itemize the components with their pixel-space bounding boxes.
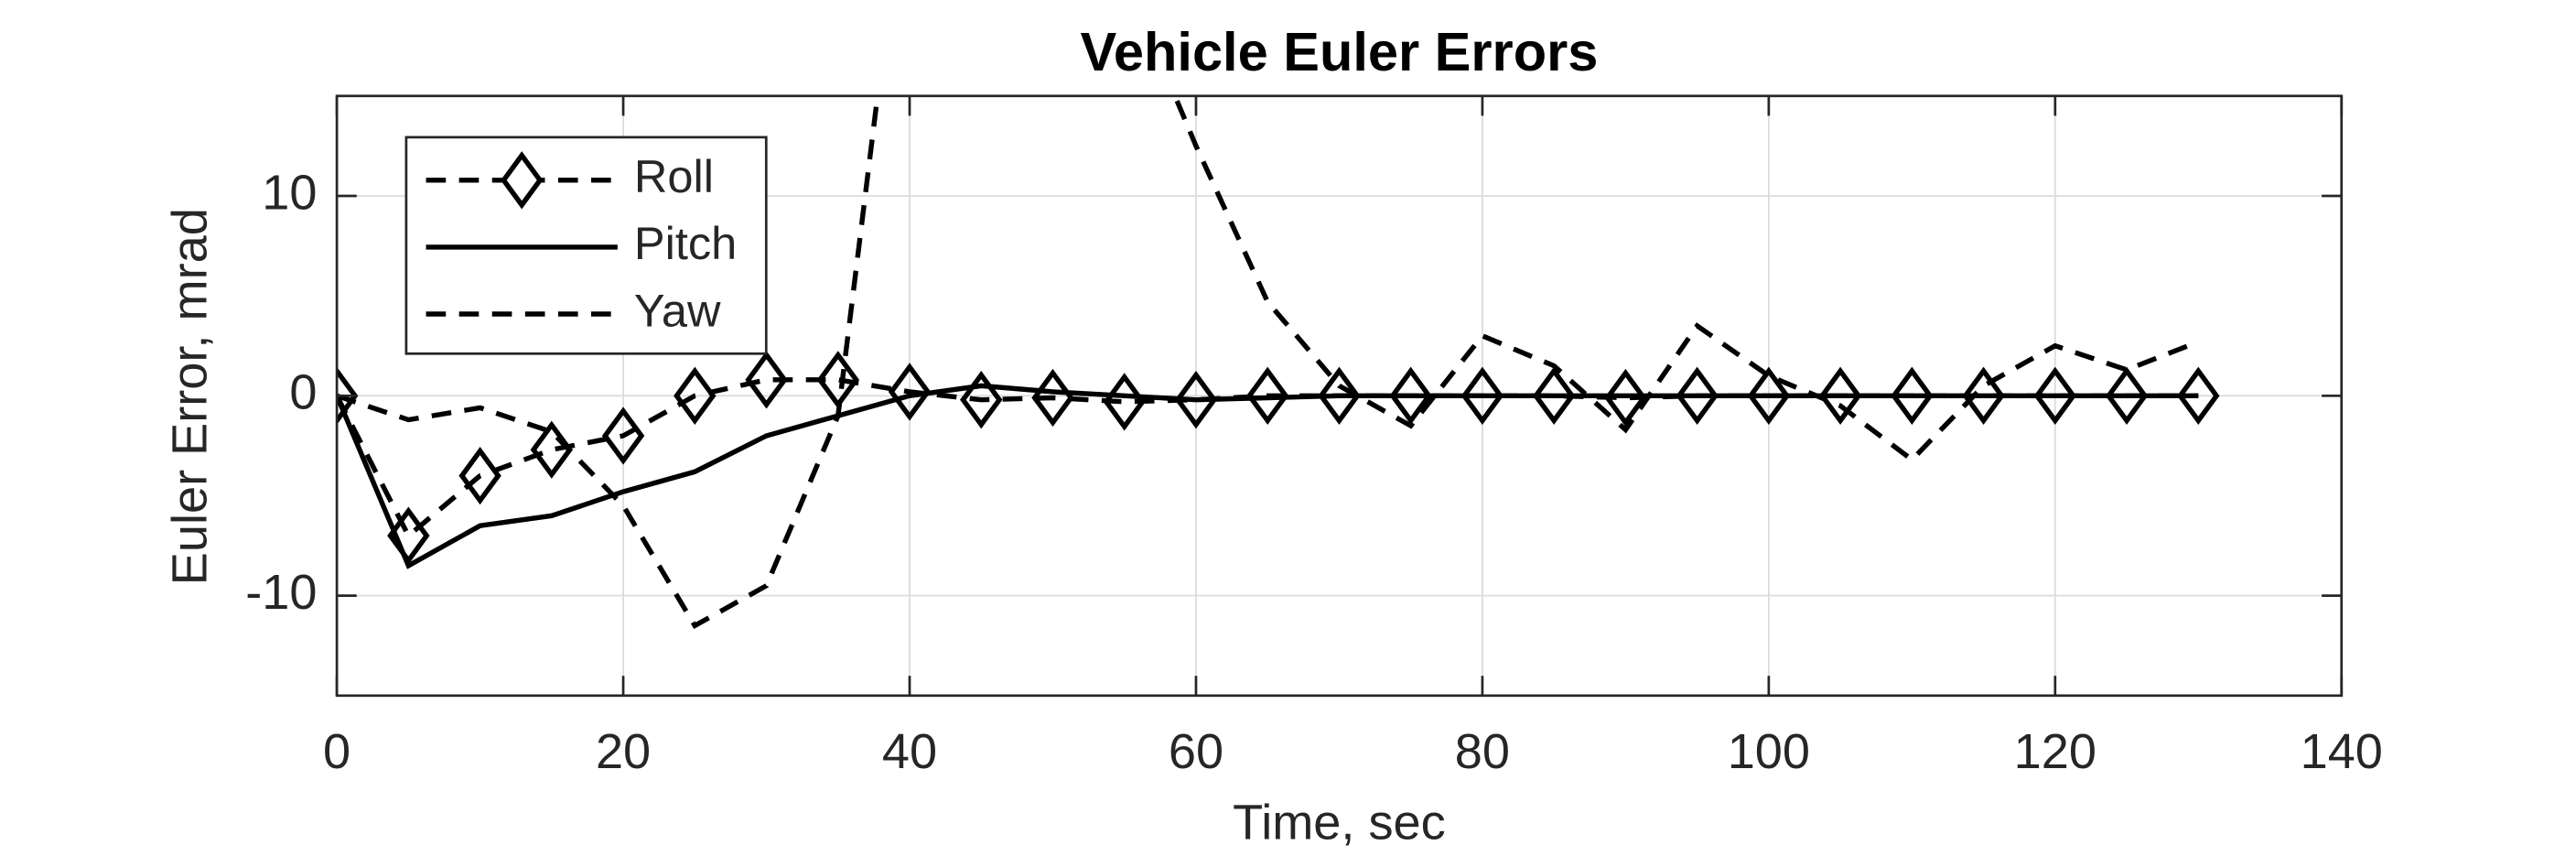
- data-marker: [337, 366, 359, 425]
- data-marker: [1460, 366, 1504, 425]
- x-tick-label: 60: [1169, 724, 1223, 779]
- data-marker: [1676, 366, 1719, 425]
- data-marker: [1318, 366, 1361, 425]
- x-tick-label: 100: [1728, 724, 1810, 779]
- legend-marker: [501, 151, 544, 210]
- data-marker: [458, 447, 501, 505]
- legend-label: Roll: [634, 150, 714, 202]
- legend-label: Yaw: [634, 284, 721, 336]
- legend-label: Pitch: [634, 217, 737, 269]
- data-marker: [2177, 366, 2220, 425]
- data-marker: [1532, 366, 1576, 425]
- y-tick-label: 10: [262, 165, 317, 220]
- data-marker: [601, 406, 645, 465]
- x-tick-label: 140: [2301, 724, 2383, 779]
- x-tick-label: 0: [323, 724, 350, 779]
- x-tick-label: 80: [1455, 724, 1510, 779]
- x-axis-label: Time, sec: [1233, 796, 1446, 851]
- series-line: [337, 95, 2200, 630]
- series-line: [337, 383, 2199, 569]
- data-marker: [1604, 368, 1647, 428]
- x-tick-label: 40: [882, 724, 937, 779]
- data-marker: [1891, 366, 1934, 425]
- x-tick-label: 120: [2014, 724, 2096, 779]
- data-marker: [745, 351, 788, 409]
- chart-title: Vehicle Euler Errors: [1081, 21, 1599, 82]
- x-tick-label: 20: [596, 724, 651, 779]
- data-marker: [2033, 366, 2077, 425]
- data-marker: [960, 371, 1003, 429]
- data-marker: [2105, 366, 2149, 425]
- y-tick-label: 0: [289, 365, 317, 420]
- data-marker: [1962, 366, 2005, 425]
- data-marker: [1818, 366, 1862, 425]
- data-marker: [888, 363, 932, 421]
- data-marker: [1245, 366, 1289, 425]
- data-marker: [1174, 371, 1218, 429]
- data-marker: [1747, 366, 1791, 425]
- y-axis-label: Euler Error, mrad: [162, 208, 217, 585]
- data-marker: [674, 366, 717, 425]
- y-tick-label: -10: [245, 565, 317, 620]
- data-marker: [1389, 366, 1432, 425]
